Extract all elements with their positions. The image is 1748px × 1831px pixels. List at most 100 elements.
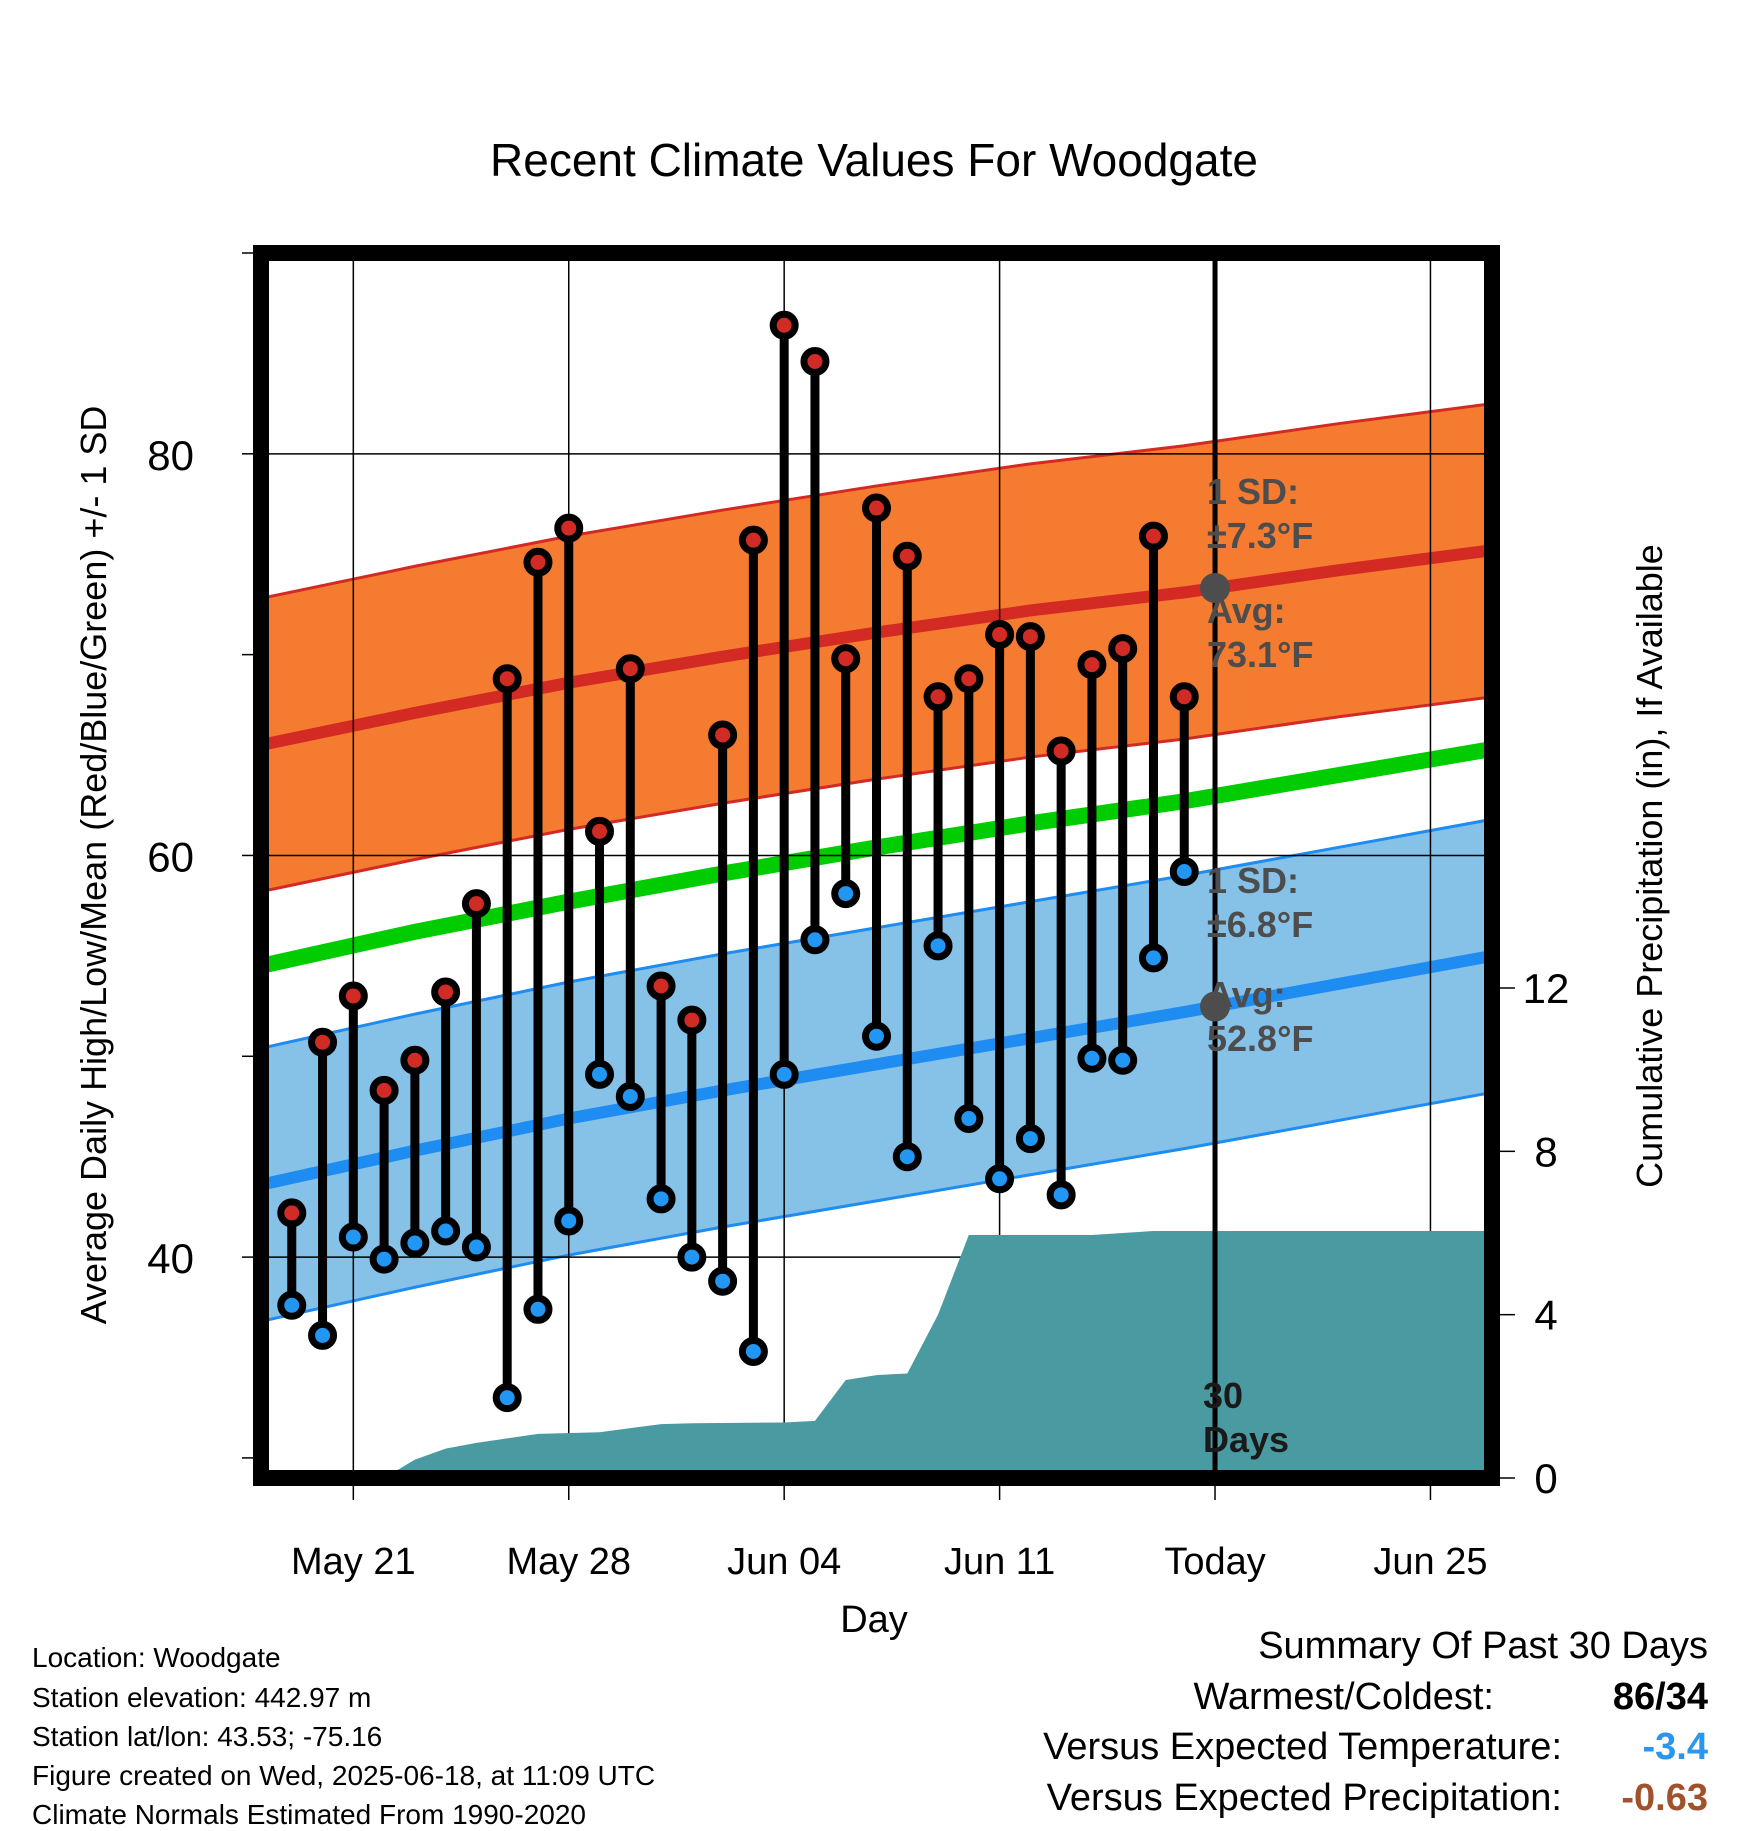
daily-high-point [492, 664, 522, 694]
low-sd-label: 1 SD: [1207, 860, 1299, 901]
summary-precipitation-label: Versus Expected Precipitation: [1046, 1777, 1562, 1819]
summary-precipitation-row: Versus Expected Precipitation: -0.63 [0, 1777, 1748, 1823]
daily-high-point [831, 644, 861, 674]
latlon-text: Station lat/lon: 43.53; -75.16 [32, 1721, 383, 1752]
high-sd-label: 1 SD: [1207, 471, 1299, 512]
daily-low-point [523, 1294, 553, 1324]
daily-low-point [769, 1059, 799, 1089]
daily-low-point [1015, 1124, 1045, 1154]
daily-high-point [1138, 521, 1168, 551]
daily-high-point [338, 981, 368, 1011]
daily-high-point [400, 1045, 430, 1075]
y-tick-label: 80 [147, 432, 194, 479]
daily-low-point [1077, 1043, 1107, 1073]
x-tick-label: Today [1164, 1541, 1265, 1583]
chart-title: Recent Climate Values For Woodgate [490, 134, 1258, 186]
y2-tick-label: 0 [1534, 1455, 1557, 1502]
daily-high-point [892, 541, 922, 571]
normal-low-line [261, 949, 1492, 1191]
daily-low-point [831, 879, 861, 909]
daily-low-point [400, 1228, 430, 1258]
high-sd-value: ±7.3°F [1207, 515, 1313, 556]
daily-low-point [615, 1081, 645, 1111]
daily-high-point [1108, 634, 1138, 664]
daily-high-point [985, 620, 1015, 650]
daily-low-point [554, 1206, 584, 1236]
y-axis-label: Average Daily High/Low/Mean (Red/Blue/Gr… [73, 406, 114, 1325]
daily-low-point [862, 1021, 891, 1051]
summary-title: Summary Of Past 30 Days [1258, 1625, 1708, 1667]
daily-low-point [646, 1184, 676, 1214]
daily-low-point [677, 1242, 707, 1272]
normals-text: Climate Normals Estimated From 1990-2020 [32, 1799, 586, 1830]
summary-precipitation-value: -0.63 [1621, 1777, 1708, 1819]
daily-high-point [277, 1198, 307, 1228]
daily-low-point [461, 1232, 491, 1262]
summary-temperature-row: Versus Expected Temperature: -3.4 [0, 1726, 1748, 1772]
low-avg-value: 52.8°F [1207, 1018, 1313, 1059]
daily-low-point [492, 1383, 522, 1413]
daily-high-point [923, 682, 953, 712]
daily-high-point [431, 977, 461, 1007]
daily-high-point [708, 720, 738, 750]
daily-low-point [338, 1222, 368, 1252]
daily-low-point [800, 925, 830, 955]
x-tick-label: Jun 04 [727, 1541, 841, 1583]
x-tick-label: Jun 11 [944, 1541, 1055, 1583]
daily-high-point [585, 816, 615, 846]
daily-low-point [708, 1266, 738, 1296]
daily-high-point [1015, 622, 1045, 652]
warmest-sep: / [1655, 1676, 1666, 1718]
daily-high-point [1046, 736, 1076, 766]
daily-high-point [308, 1027, 338, 1057]
summary-temperature-label: Versus Expected Temperature: [1043, 1726, 1562, 1768]
daily-low-point [369, 1244, 399, 1274]
daily-high-point [369, 1075, 399, 1105]
daily-high-point [677, 1005, 707, 1035]
y2-tick-label: 4 [1534, 1292, 1557, 1339]
daily-high-point [1169, 682, 1199, 712]
x-tick-label: May 21 [291, 1541, 416, 1583]
daily-high-point [646, 971, 676, 1001]
today-low-marker [1200, 991, 1231, 1022]
daily-low-point [954, 1104, 984, 1134]
daily-high-point [615, 654, 645, 684]
y-tick-label: 40 [147, 1235, 194, 1282]
summary-temperature-value: -3.4 [1642, 1726, 1708, 1768]
location-text: Location: Woodgate [32, 1642, 281, 1673]
daily-low-point [431, 1216, 461, 1246]
daily-low-point [738, 1336, 768, 1366]
summary-warmest-label: Warmest/Coldest: [1193, 1676, 1494, 1718]
daily-low-point [277, 1290, 307, 1320]
plot-frame [253, 245, 1500, 1486]
daily-low-point [308, 1320, 338, 1350]
daily-high-point [954, 664, 984, 694]
high-avg-value: 73.1°F [1207, 634, 1313, 675]
daily-low-point [985, 1164, 1015, 1194]
low-avg-label: Avg: [1207, 974, 1286, 1015]
daily-low-point [1169, 857, 1199, 887]
high-avg-label: Avg: [1207, 590, 1286, 631]
daily-low-point [585, 1059, 615, 1089]
cumulative-precip-area [261, 1230, 1492, 1478]
daily-low-point [1138, 943, 1168, 973]
daily-high-point [523, 547, 553, 577]
daily-low-point [923, 931, 953, 961]
days-label-word: Days [1203, 1419, 1289, 1460]
x-tick-label: Jun 25 [1373, 1541, 1487, 1583]
x-tick-label: May 28 [506, 1541, 631, 1583]
daily-high-point [554, 513, 584, 543]
warmest-high: 86 [1612, 1676, 1656, 1718]
low-sd-value: ±6.8°F [1207, 904, 1313, 945]
daily-high-point [738, 525, 768, 555]
daily-low-point [1046, 1180, 1076, 1210]
daily-low-point [1108, 1045, 1138, 1075]
daily-high-point [461, 889, 491, 919]
created-text: Figure created on Wed, 2025-06-18, at 11… [32, 1760, 656, 1791]
days-label-number: 30 [1203, 1375, 1243, 1416]
y-tick-label: 60 [147, 833, 194, 880]
today-high-marker [1200, 572, 1231, 603]
y2-tick-label: 12 [1523, 965, 1570, 1012]
daily-high-point [862, 493, 891, 523]
y2-tick-label: 8 [1534, 1128, 1557, 1175]
